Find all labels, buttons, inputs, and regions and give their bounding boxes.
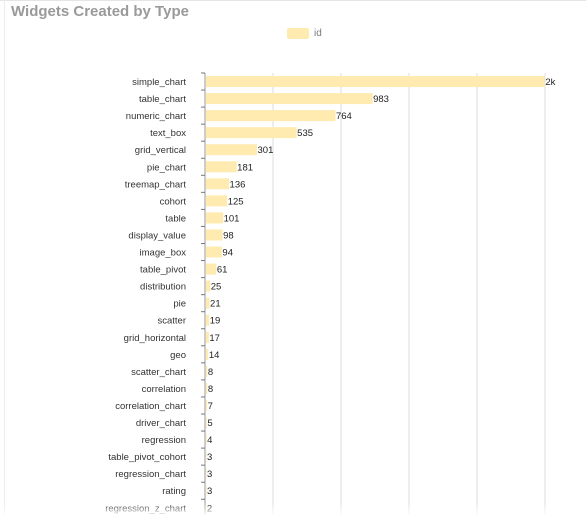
category-label: regression_chart — [115, 469, 186, 480]
bar — [206, 178, 230, 190]
category-label: regression — [142, 435, 186, 446]
category-label: grid_horizontal — [124, 333, 186, 344]
bar — [206, 280, 211, 292]
category-label: text_box — [150, 128, 186, 139]
value-label: 17 — [209, 333, 220, 344]
bar — [206, 434, 207, 446]
panel-top-border — [0, 0, 586, 1]
bar — [206, 348, 209, 360]
value-label: 94 — [222, 248, 233, 259]
value-label: 3 — [207, 452, 212, 463]
bar — [206, 229, 223, 241]
value-label: 983 — [373, 94, 389, 105]
category-label: table — [165, 213, 186, 224]
value-label: 2 — [207, 503, 212, 514]
value-label: 19 — [210, 316, 221, 327]
category-label: table_pivot — [140, 265, 186, 276]
category-label: treemap_chart — [125, 179, 187, 190]
value-label: 14 — [209, 350, 220, 361]
category-label: cohort — [160, 196, 187, 207]
chart-legend[interactable]: id — [287, 26, 322, 40]
bar — [206, 297, 210, 309]
value-label: 764 — [336, 111, 352, 122]
legend-swatch-id — [287, 27, 309, 39]
bar — [206, 399, 208, 411]
bar — [206, 263, 217, 275]
category-label: driver_chart — [136, 418, 187, 429]
category-label: scatter — [157, 316, 186, 327]
bar — [206, 331, 209, 343]
bar — [206, 485, 207, 497]
category-label: simple_chart — [132, 77, 186, 88]
category-label: pie_chart — [147, 162, 186, 173]
bar — [206, 451, 207, 463]
value-label: 181 — [237, 162, 253, 173]
bar — [206, 161, 237, 173]
bar — [206, 382, 208, 394]
category-label: rating — [162, 486, 186, 497]
bar — [206, 468, 207, 480]
bar — [206, 314, 210, 326]
category-label: correlation_chart — [115, 401, 186, 412]
category-label: image_box — [140, 248, 187, 259]
value-label: 8 — [208, 367, 213, 378]
category-label: numeric_chart — [126, 111, 187, 122]
bar — [206, 93, 373, 105]
bar — [206, 110, 336, 122]
bar — [206, 212, 224, 224]
bar — [206, 417, 207, 429]
value-label: 25 — [211, 282, 222, 293]
value-label: 4 — [207, 435, 212, 446]
value-label: 98 — [223, 230, 234, 241]
category-label: table_pivot_cohort — [108, 452, 186, 463]
value-label: 8 — [208, 384, 213, 395]
category-label: geo — [170, 350, 186, 361]
value-label: 301 — [258, 145, 274, 156]
category-label: grid_vertical — [135, 145, 186, 156]
legend-label-id: id — [314, 27, 322, 39]
category-label: distribution — [140, 282, 186, 293]
value-label: 61 — [217, 265, 228, 276]
value-label: 535 — [297, 128, 313, 139]
bar — [206, 76, 545, 88]
bar — [206, 246, 222, 258]
value-label: 3 — [207, 486, 212, 497]
value-label: 5 — [207, 418, 212, 429]
value-label: 125 — [228, 196, 244, 207]
value-label: 2k — [545, 77, 555, 88]
bar — [206, 365, 208, 377]
category-label: pie — [173, 299, 186, 310]
panel-left-border — [4, 0, 5, 515]
value-label: 21 — [210, 299, 221, 310]
value-label: 7 — [208, 401, 213, 412]
value-label: 3 — [207, 469, 212, 480]
category-label: correlation — [142, 384, 186, 395]
bar — [206, 127, 297, 139]
value-label: 136 — [230, 179, 246, 190]
bar — [206, 144, 258, 156]
category-label: display_value — [128, 230, 186, 241]
chart-title: Widgets Created by Type — [11, 3, 189, 20]
bar — [206, 195, 228, 207]
category-label: scatter_chart — [131, 367, 186, 378]
category-label: regression_z_chart — [105, 503, 186, 514]
category-label: table_chart — [139, 94, 186, 105]
value-label: 101 — [224, 213, 240, 224]
